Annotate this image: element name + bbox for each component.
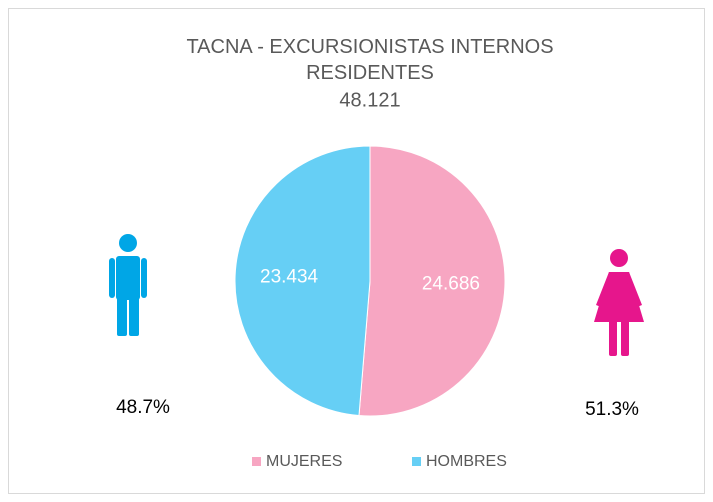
- annotation: 48.7%: [116, 397, 170, 418]
- man-icon: [109, 234, 147, 336]
- legend-label: MUJERES: [266, 453, 342, 470]
- legend-label: HOMBRES: [426, 453, 507, 470]
- data-label: 24.686: [422, 273, 480, 294]
- pie-slice: [234, 145, 371, 417]
- pie-slice: [358, 145, 506, 417]
- legend-swatch: [252, 457, 261, 466]
- chart-subtitle: 48.121: [339, 89, 400, 111]
- chart-title: TACNA - EXCURSIONISTAS INTERNOS RESIDENT…: [186, 36, 554, 84]
- data-label: 23.434: [260, 267, 319, 288]
- legend-swatch: [412, 457, 421, 466]
- annotation: 51.3%: [585, 399, 639, 420]
- woman-icon: [594, 249, 644, 356]
